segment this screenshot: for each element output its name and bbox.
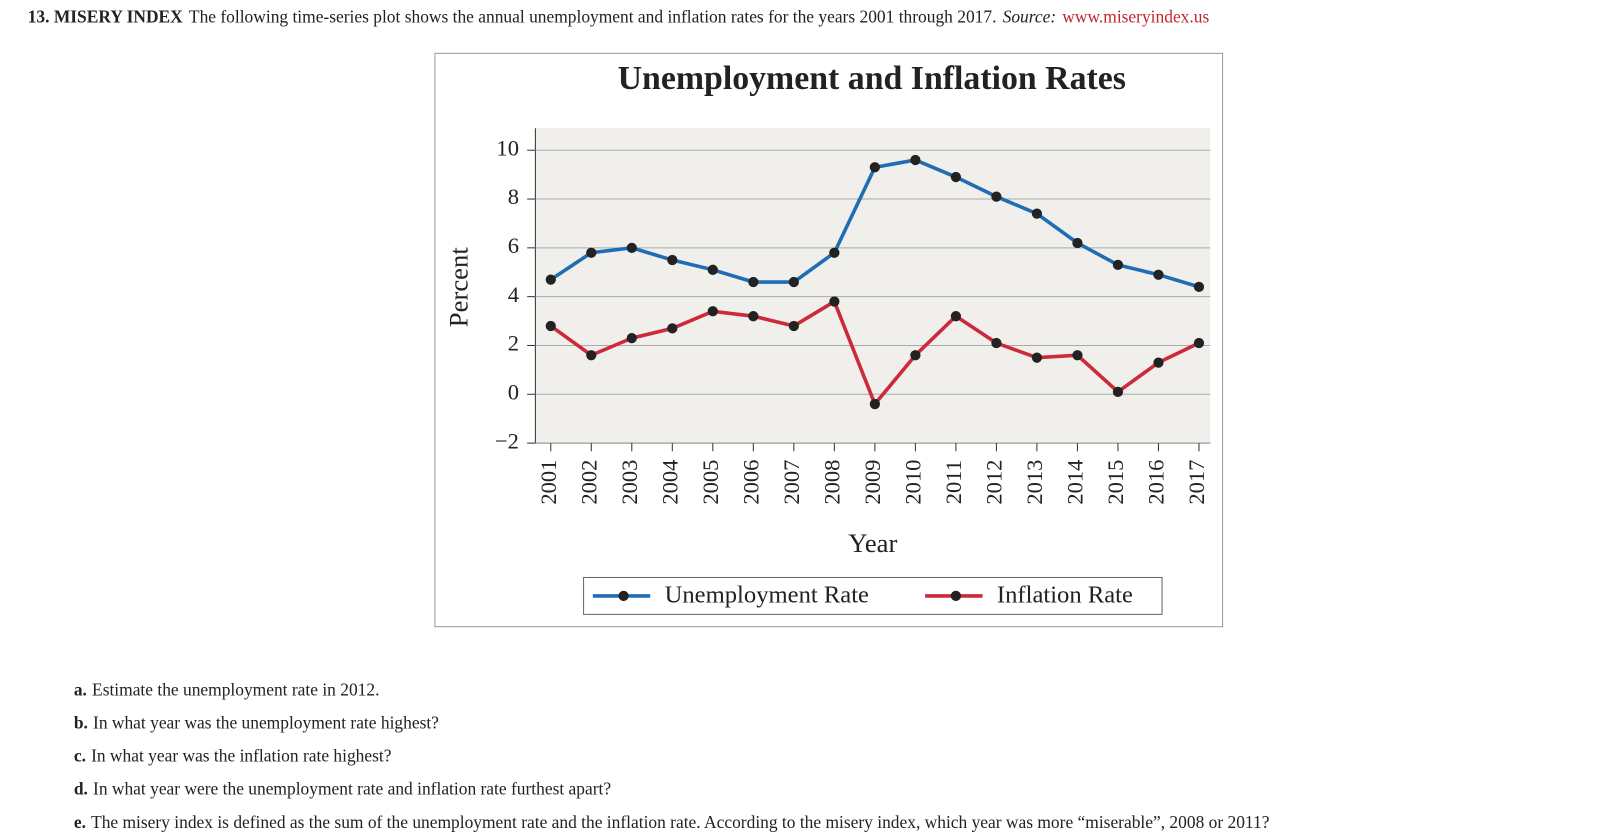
legend-label: Inflation Rate xyxy=(997,582,1133,609)
data-point xyxy=(1193,281,1205,293)
data-point xyxy=(1112,259,1124,271)
x-tick-label: 2016 xyxy=(1144,460,1169,505)
question: d. In what year were the unemployment rat… xyxy=(74,779,612,799)
question-letter: d. xyxy=(74,779,88,799)
data-point xyxy=(1072,237,1083,249)
plot-area xyxy=(535,128,1211,444)
questions: a. Estimate the unemployment rate in 2012… xyxy=(74,679,1270,832)
x-tick-label: 2013 xyxy=(1022,460,1047,505)
data-point xyxy=(1031,352,1043,363)
y-tick-label: 8 xyxy=(508,184,519,209)
data-point xyxy=(586,247,597,258)
question: c. In what year was the inflation rate hi… xyxy=(74,746,392,766)
data-point xyxy=(950,171,962,183)
data-point xyxy=(667,254,678,266)
problem-text: The following time-series plot shows the… xyxy=(189,7,997,27)
data-point xyxy=(707,264,718,275)
data-point xyxy=(1031,208,1043,219)
x-tick-label: 2002 xyxy=(576,460,601,505)
data-point xyxy=(829,296,840,307)
data-point xyxy=(545,320,556,332)
data-point xyxy=(1112,386,1124,397)
data-point xyxy=(829,247,840,258)
data-point xyxy=(1153,357,1164,368)
data-point xyxy=(748,276,759,288)
question-text: In what year were the unemployment rate … xyxy=(93,779,611,799)
y-tick-label: 6 xyxy=(508,233,519,258)
legend-marker xyxy=(950,590,962,602)
y-axis-label: Percent xyxy=(444,247,474,328)
x-tick-label: 2008 xyxy=(820,460,845,505)
data-point xyxy=(991,337,1002,349)
data-point xyxy=(788,276,799,288)
x-tick-label: 2014 xyxy=(1063,460,1088,505)
data-point xyxy=(788,320,799,332)
x-tick-label: 2006 xyxy=(739,460,764,505)
data-point xyxy=(626,333,637,344)
y-tick-label: −2 xyxy=(495,428,519,453)
x-tick-label: 2009 xyxy=(860,460,885,505)
problem-label: 13. MISERY INDEX xyxy=(28,7,183,27)
question: a. Estimate the unemployment rate in 2012… xyxy=(74,679,380,699)
question-text: Estimate the unemployment rate in 2012. xyxy=(92,679,379,699)
legend xyxy=(583,576,1163,615)
data-point xyxy=(1193,337,1205,349)
data-point xyxy=(991,191,1002,202)
source-link: www.miseryindex.us xyxy=(1062,7,1209,27)
data-point xyxy=(667,323,678,334)
question-letter: b. xyxy=(74,712,88,732)
x-tick-label: 2001 xyxy=(536,460,561,505)
data-point xyxy=(869,162,880,173)
chart-title: Unemployment and Inflation Rates xyxy=(618,60,1126,97)
data-point xyxy=(545,274,556,285)
data-point xyxy=(1153,269,1164,280)
source-label: Source: xyxy=(1003,7,1057,27)
data-point xyxy=(910,154,921,166)
x-tick-label: 2005 xyxy=(698,460,723,505)
header: 13. MISERY INDEX The following time-serie… xyxy=(28,7,1210,27)
x-tick-label: 2004 xyxy=(657,460,682,505)
x-tick-label: 2010 xyxy=(901,460,926,505)
x-tick-label: 2012 xyxy=(982,460,1007,505)
legend-marker xyxy=(618,590,629,602)
question: b. In what year was the unemployment rate… xyxy=(74,712,439,732)
x-axis-label: Year xyxy=(848,528,897,558)
question-letter: a. xyxy=(74,679,87,699)
x-tick-label: 2003 xyxy=(617,460,642,505)
question-letter: e. xyxy=(74,812,86,832)
data-point xyxy=(950,311,962,322)
y-tick-label: 10 xyxy=(496,135,519,160)
data-point xyxy=(586,350,597,361)
y-tick-label: 0 xyxy=(508,379,519,404)
x-tick-label: 2007 xyxy=(779,460,804,505)
data-point xyxy=(748,311,759,322)
x-tick-label: 2017 xyxy=(1184,460,1209,505)
x-tick-label: 2011 xyxy=(941,460,966,504)
data-point xyxy=(707,306,718,317)
data-point xyxy=(1072,350,1083,361)
question: e. The misery index is defined as the sum… xyxy=(74,812,1270,832)
data-point xyxy=(910,350,921,361)
question-text: The misery index is defined as the sum o… xyxy=(91,812,1270,832)
y-tick-label: 4 xyxy=(508,282,519,307)
question-text: In what year was the inflation rate high… xyxy=(91,746,392,766)
question-text: In what year was the unemployment rate h… xyxy=(93,712,439,732)
data-point xyxy=(626,242,637,253)
data-point xyxy=(869,398,880,410)
legend-label: Unemployment Rate xyxy=(665,582,869,609)
x-tick-label: 2015 xyxy=(1103,460,1128,505)
y-tick-label: 2 xyxy=(508,331,519,356)
question-letter: c. xyxy=(74,746,86,766)
